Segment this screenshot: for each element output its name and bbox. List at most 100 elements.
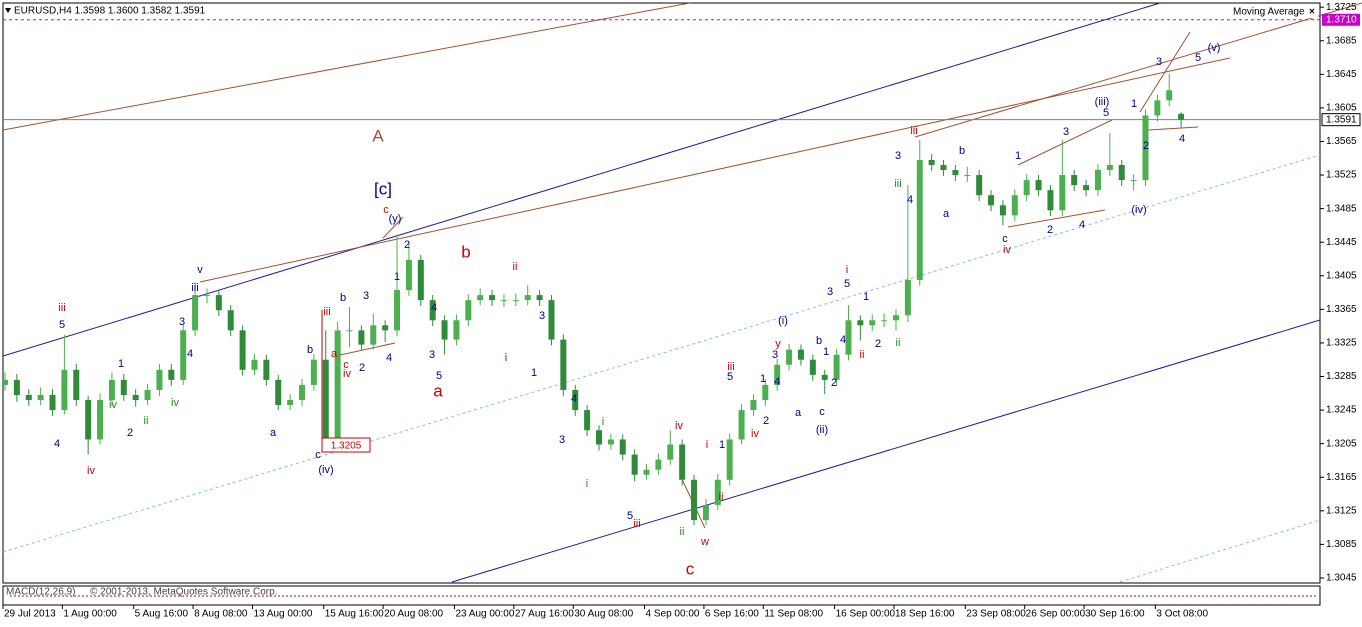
wave-label: iii bbox=[633, 518, 640, 530]
wedge-line bbox=[1017, 119, 1113, 166]
wave-label: iv bbox=[87, 465, 95, 477]
wave-label: c bbox=[383, 204, 389, 216]
candle-body bbox=[1178, 113, 1185, 120]
x-tick-label: 30 Aug 08:00 bbox=[574, 609, 633, 620]
candle-body bbox=[845, 320, 852, 355]
y-tick-label: 1.3045 bbox=[1326, 573, 1357, 584]
x-tick-label: 4 Sep 00:00 bbox=[646, 609, 700, 620]
wave-label: i bbox=[505, 352, 507, 364]
annotations: A[c]bac(iv)c(i)(ii)(iii)(iv)(v)(y)ciiiiv… bbox=[54, 42, 1220, 579]
candle-body bbox=[1166, 90, 1173, 101]
wave-label: iii bbox=[894, 178, 901, 190]
wave-label: ii bbox=[680, 526, 685, 538]
x-tick-label: 23 Aug 00:00 bbox=[455, 609, 514, 620]
candle-body bbox=[904, 279, 911, 316]
header: EURUSD,H4 1.3598 1.3600 1.3582 1.3591 bbox=[14, 6, 206, 17]
wave-label: 5 bbox=[1103, 107, 1109, 119]
wave-label: 5 bbox=[1195, 52, 1201, 64]
candle-body bbox=[940, 164, 947, 171]
candle-body bbox=[61, 369, 68, 411]
wave-label: 3 bbox=[772, 349, 778, 361]
candle-body bbox=[976, 175, 983, 196]
candle-body bbox=[607, 439, 614, 445]
wave-label: c bbox=[819, 406, 825, 418]
candle-body bbox=[548, 300, 555, 340]
wave-label: i bbox=[846, 264, 848, 276]
candle-body bbox=[1118, 164, 1125, 181]
candle-body bbox=[702, 504, 709, 521]
wave-label: A bbox=[372, 126, 384, 145]
channel-line bbox=[2, 2, 691, 131]
wave-label: i bbox=[586, 478, 588, 490]
x-tick-label: 29 Jul 2013 bbox=[4, 609, 56, 620]
y-tick-label: 1.3525 bbox=[1326, 170, 1357, 181]
candle-body bbox=[322, 359, 329, 440]
candle-body bbox=[893, 315, 899, 321]
price-tag-label: 1.3710 bbox=[1326, 14, 1357, 25]
candle-body bbox=[417, 259, 424, 301]
candle-body bbox=[1142, 115, 1149, 181]
wave-label: b bbox=[461, 242, 470, 261]
y-tick-label: 1.3325 bbox=[1326, 338, 1357, 349]
candle-body bbox=[714, 479, 721, 505]
candle-body bbox=[572, 389, 579, 411]
candle-body bbox=[833, 354, 840, 380]
wave-label: 3 bbox=[1063, 126, 1069, 138]
candle-body bbox=[750, 400, 757, 411]
candle-body bbox=[287, 400, 294, 406]
candle-body bbox=[786, 349, 793, 365]
y-tick-label: 1.3605 bbox=[1326, 103, 1357, 114]
candle-body bbox=[667, 444, 674, 460]
candle-body bbox=[275, 379, 282, 406]
wave-label: 2 bbox=[875, 338, 881, 350]
wave-label: 3 bbox=[363, 290, 369, 302]
close-icon[interactable]: × bbox=[1309, 7, 1315, 18]
subwindow-label: MACD(12,26,9) bbox=[6, 587, 75, 598]
x-tick-label: 27 Aug 16:00 bbox=[515, 609, 574, 620]
wave-label: c bbox=[315, 449, 321, 461]
wave-label: 5 bbox=[844, 278, 850, 290]
x-tick-label: 3 Oct 08:00 bbox=[1156, 609, 1208, 620]
y-tick-label: 1.3445 bbox=[1326, 237, 1357, 248]
candle-body bbox=[596, 430, 602, 445]
wave-label: ii bbox=[860, 349, 865, 361]
wave-label: 3 bbox=[559, 434, 565, 446]
wave-label: 3 bbox=[1156, 56, 1162, 68]
candle-body bbox=[85, 400, 92, 440]
candle-body bbox=[13, 379, 20, 395]
candle-body bbox=[809, 359, 816, 375]
wave-label: 5 bbox=[627, 510, 633, 522]
candle-body bbox=[180, 330, 187, 380]
wave-label: (iv) bbox=[318, 464, 333, 476]
candle-body bbox=[227, 310, 234, 331]
wave-label: [c] bbox=[374, 179, 392, 198]
wave-label: a bbox=[270, 427, 277, 439]
candles bbox=[2, 73, 1185, 526]
candle-body bbox=[465, 300, 472, 321]
wave-label: a bbox=[331, 348, 338, 360]
candle-body bbox=[857, 320, 864, 326]
candle-body bbox=[500, 300, 507, 302]
candle-body bbox=[299, 384, 305, 401]
wave-label: v bbox=[197, 264, 203, 276]
candle-body bbox=[2, 379, 8, 385]
candle-body bbox=[631, 454, 638, 475]
candle-body bbox=[560, 339, 567, 390]
candle-body bbox=[1023, 180, 1030, 196]
candle-body bbox=[928, 159, 935, 165]
candle-body bbox=[144, 389, 151, 401]
candle-body bbox=[691, 479, 698, 521]
candle-body bbox=[999, 205, 1006, 216]
candle-body bbox=[358, 330, 365, 345]
y-tick-label: 1.3565 bbox=[1326, 136, 1357, 147]
wave-label: 4 bbox=[187, 348, 193, 360]
candle-body bbox=[489, 295, 496, 301]
candle-body bbox=[762, 384, 769, 401]
candle-body bbox=[797, 349, 804, 360]
wave-label: 2 bbox=[763, 415, 769, 427]
trend-lines bbox=[2, 2, 1362, 597]
candle-body bbox=[619, 439, 626, 455]
candle-body bbox=[453, 320, 460, 340]
